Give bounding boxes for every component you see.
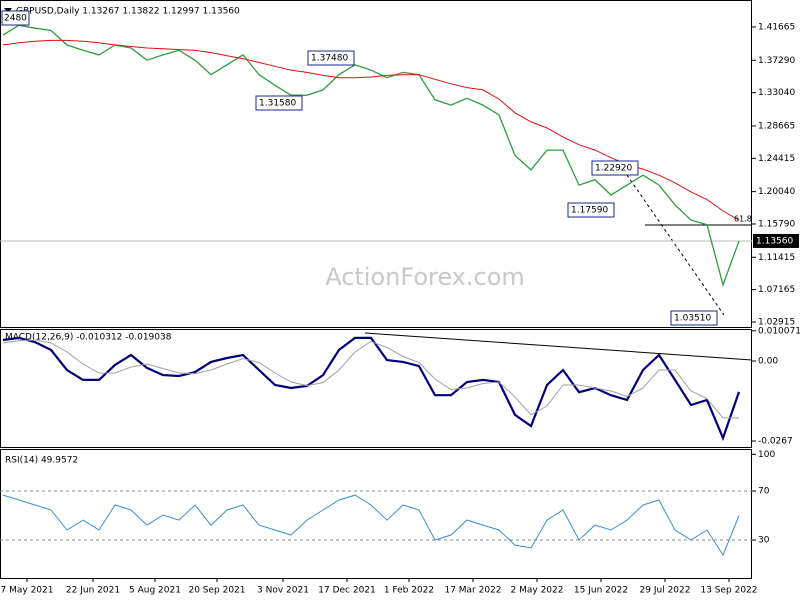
y-tick-label: 1.24415 [758,154,795,164]
annotations: 2480 1.37480 1.31580 1.22920 1.17590 1.0… [1,10,752,326]
annotation-box [591,160,639,176]
x-tick-label: 1 Feb 2022 [384,586,434,596]
y-tick-label: 1.41665 [758,22,795,32]
y-tick-label: 1.37290 [758,56,795,66]
price-label: 1.13560 [756,236,793,246]
watermark: ActionForex.com [325,263,525,291]
chart-title: GBPUSD,Daily 1.13267 1.13822 1.12997 1.1… [16,7,240,17]
annotation-box [255,95,303,111]
x-tick-label: 22 Jun 2021 [66,586,120,596]
annotation-box [1,10,30,26]
y-tick-label: 70 [758,487,770,497]
macd-panel [0,329,752,448]
y-tick-label: 1.15790 [758,219,795,229]
panel-title: RSI(14) 49.9572 [5,456,78,466]
x-tick-label: 17 Dec 2021 [318,586,376,596]
series-line [2,336,741,442]
y-tick-label: 1.11415 [758,253,795,263]
y-tick-label: 30 [758,536,770,546]
y-tick-label: 100 [758,450,775,460]
annotation: 2480 [4,14,27,24]
series-line [2,39,740,221]
x-tick-label: 2 May 2022 [511,586,564,596]
x-tick-label: 7 May 2021 [1,586,54,596]
series-line [2,24,740,287]
annotation: 1.03510 [674,314,711,324]
x-tick-label: 17 Mar 2022 [444,586,501,596]
series-line [2,339,739,419]
y-tick-label: 1.33040 [758,88,795,98]
price-label-box [753,233,799,248]
x-tick-label: 3 Nov 2021 [257,586,309,596]
y-tick-label: 1.07165 [758,285,795,295]
y-tick-label: 1.02915 [758,318,795,328]
annotation: 1.17590 [571,206,608,216]
annotation: 61.8 [734,215,752,224]
x-tick-label: 5 Aug 2021 [129,586,181,596]
y-tick-label: 1.20040 [758,187,795,197]
x-tick-label: 15 Jun 2022 [574,586,628,596]
macd-trendline [364,332,753,361]
x-tick-label: 20 Sep 2021 [188,586,245,596]
annotation-box [567,202,615,218]
x-tick-label: 13 Sep 2022 [700,586,757,596]
annotation-box [307,50,355,66]
annotation: 1.31580 [259,99,296,109]
y-tick-label: -0.0267 [758,437,793,447]
rsi-panel [0,449,752,579]
panel-title: MACD(12,26,9) -0.010312 -0.019038 [5,333,172,343]
y-tick-label: 1.28665 [758,121,795,131]
price-panel [0,0,752,328]
fib-line [619,164,725,316]
annotation: 1.37480 [311,54,348,64]
annotation-box [670,310,718,326]
series-line [2,494,740,557]
y-tick-label: 0.00 [758,357,778,367]
annotation: 1.22920 [595,164,632,174]
x-tick-label: 29 Jul 2022 [640,586,691,596]
y-tick-label: 0.010071 [758,326,800,336]
